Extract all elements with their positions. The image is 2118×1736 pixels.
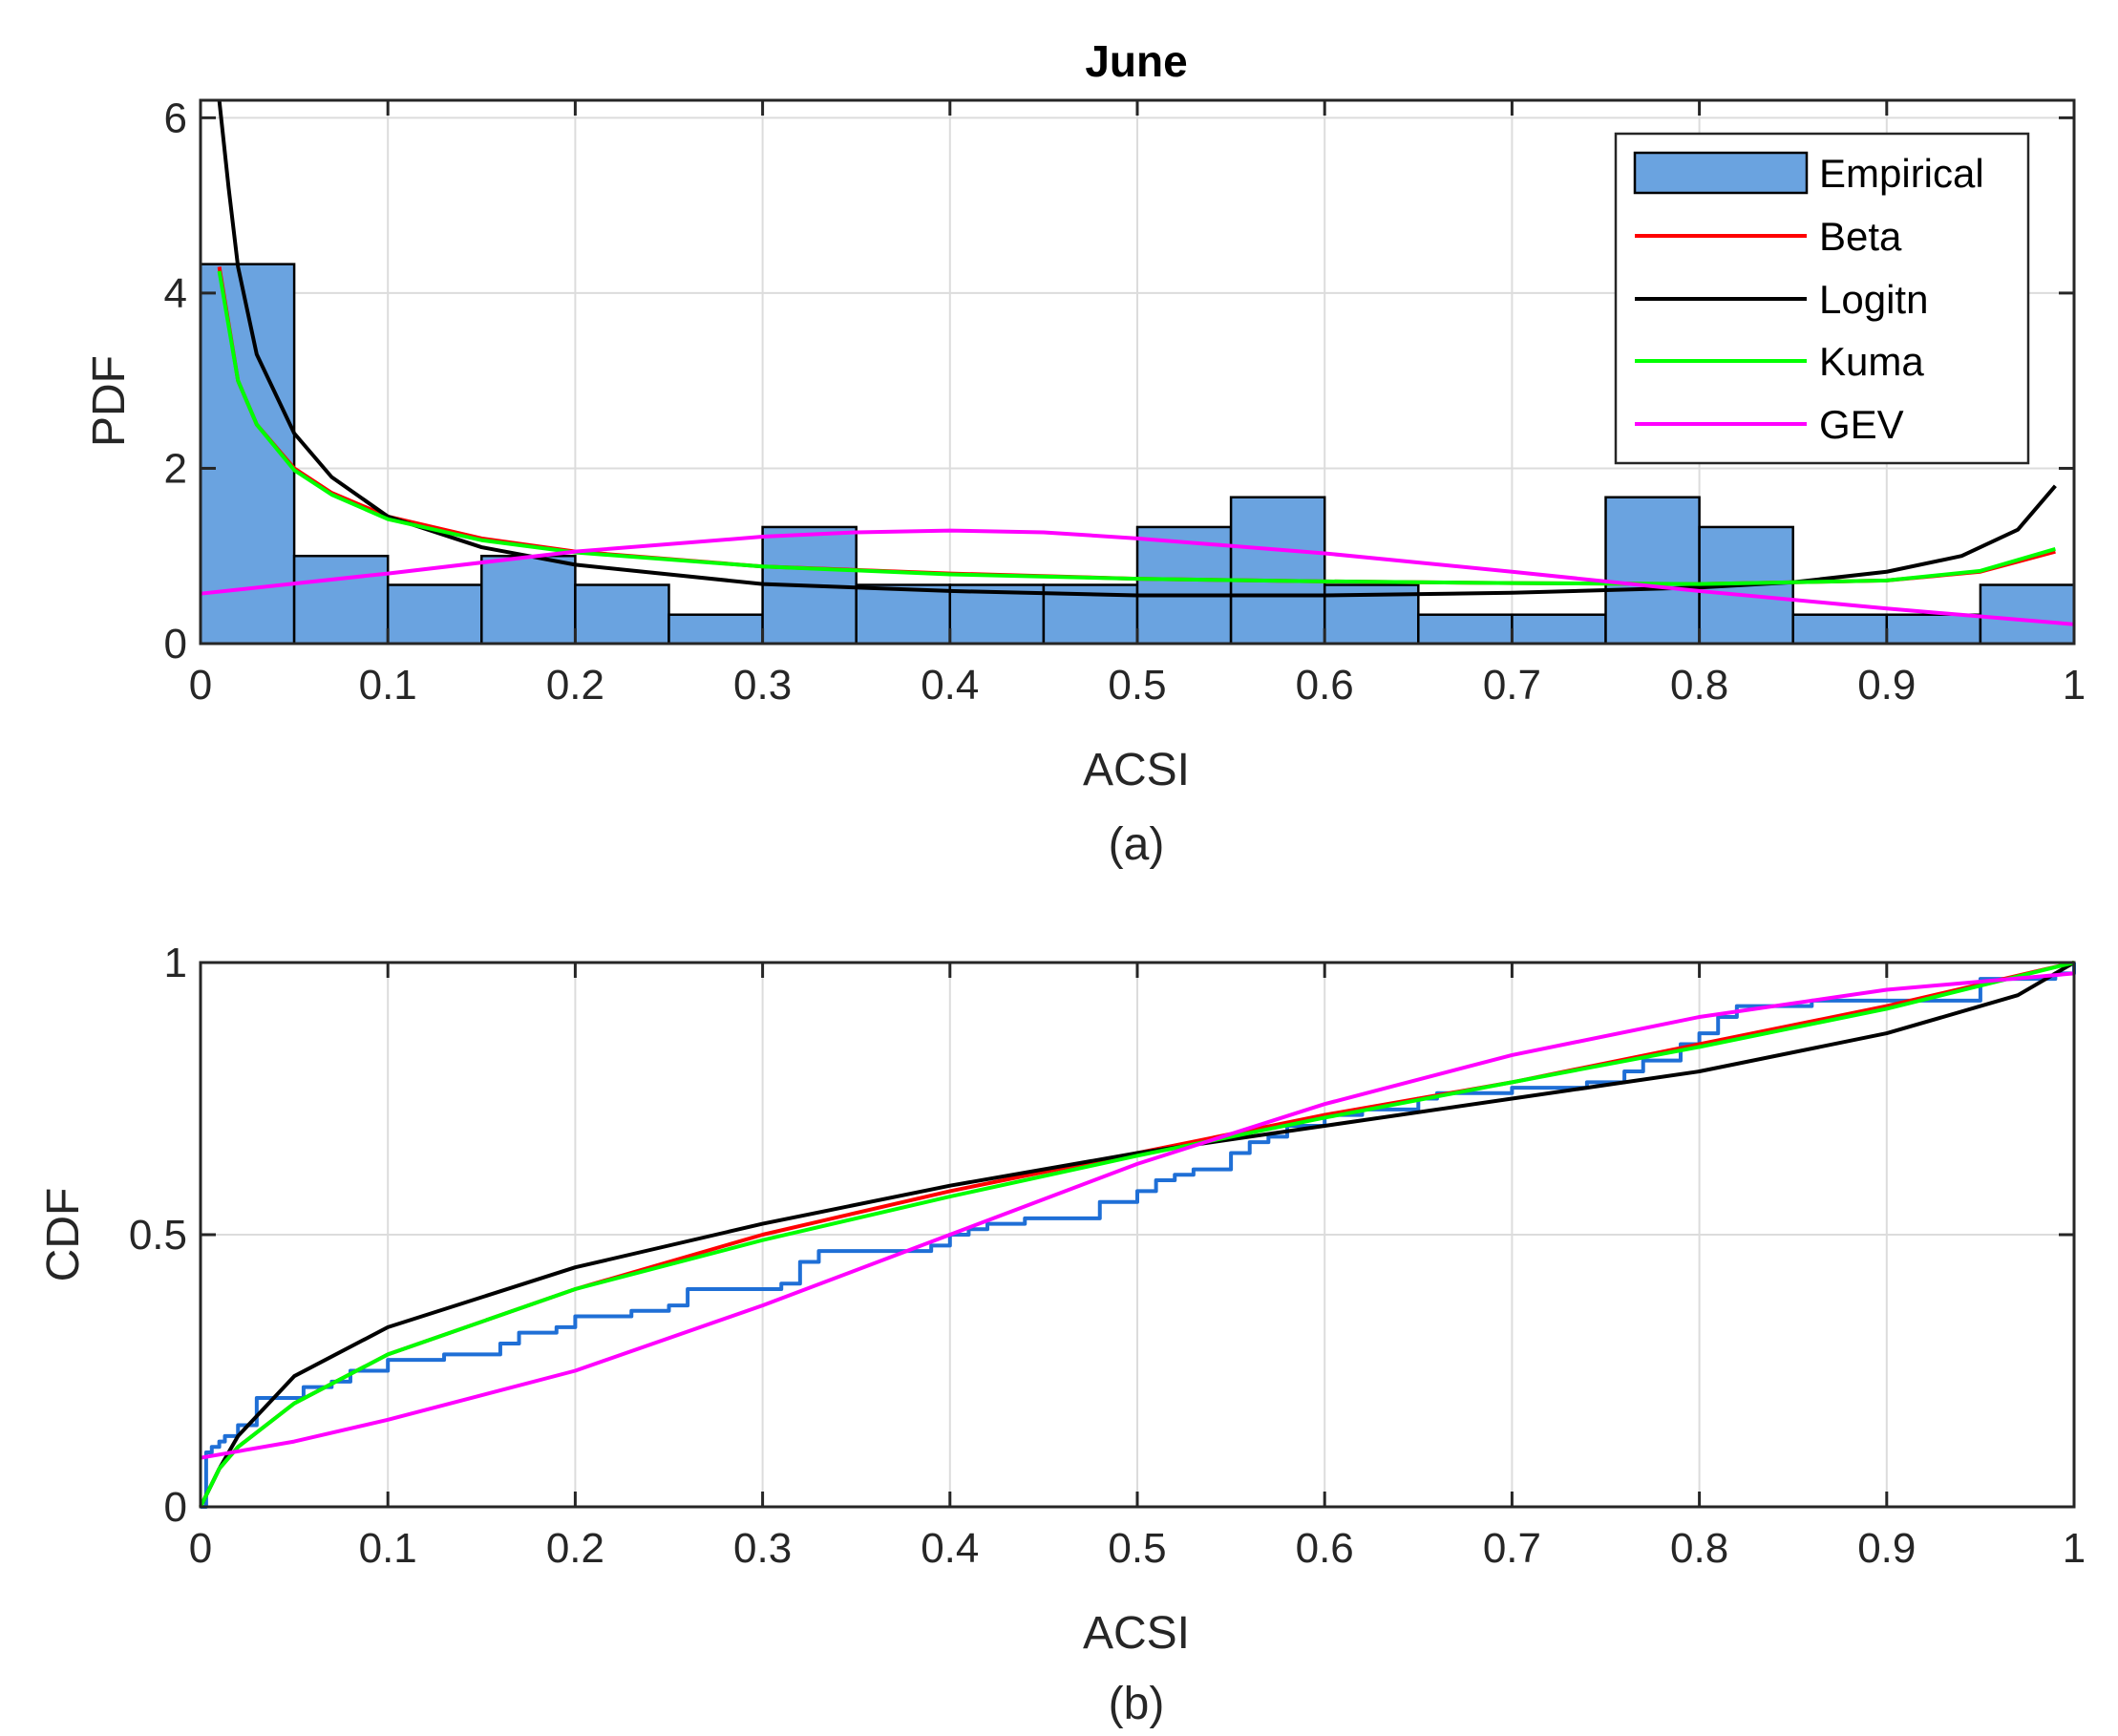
y-tick-label: 2 bbox=[164, 445, 187, 492]
y-tick-label: 0 bbox=[164, 621, 187, 667]
histogram-bar bbox=[386, 583, 483, 646]
pdf-x-axis-label: ACSI bbox=[1083, 745, 1190, 795]
x-tick-label: 0.9 bbox=[1857, 1525, 1916, 1572]
cdf-y-tick-labels: 00.51 bbox=[129, 940, 187, 1531]
x-tick-label: 0.1 bbox=[359, 1525, 417, 1572]
histogram-bar bbox=[855, 583, 952, 646]
x-tick-label: 0.4 bbox=[921, 662, 979, 709]
legend-label-logitn: Logitn bbox=[1819, 277, 1928, 322]
x-tick-label: 0.5 bbox=[1108, 662, 1166, 709]
x-tick-label: 0.1 bbox=[359, 662, 417, 709]
x-tick-label: 0.8 bbox=[1670, 1525, 1728, 1572]
x-tick-label: 0.2 bbox=[546, 662, 604, 709]
cdf-gridlines bbox=[200, 962, 2075, 1508]
histogram-bar bbox=[1604, 496, 1701, 646]
cdf-tick-marks bbox=[199, 961, 2076, 1509]
series-line-logitn bbox=[199, 961, 2076, 1508]
histogram-bar bbox=[667, 613, 764, 646]
pdf-tick-marks bbox=[199, 100, 2076, 646]
x-tick-label: 0.4 bbox=[921, 1525, 979, 1572]
x-tick-label: 0.9 bbox=[1857, 662, 1916, 709]
x-tick-label: 0.3 bbox=[733, 662, 792, 709]
panel-label-a: (a) bbox=[1109, 819, 1165, 870]
x-tick-label: 0.6 bbox=[1296, 1525, 1354, 1572]
legend-swatch-empirical bbox=[1633, 151, 1809, 195]
histogram-bar bbox=[480, 554, 577, 646]
x-tick-label: 1 bbox=[2063, 662, 2086, 709]
pdf-y-axis-label: PDF bbox=[84, 355, 135, 447]
histogram-bar bbox=[574, 583, 670, 646]
x-tick-label: 0.7 bbox=[1483, 1525, 1541, 1572]
series-line-empirical bbox=[201, 963, 2076, 1509]
x-tick-label: 0.8 bbox=[1670, 662, 1728, 709]
series-line-logitn bbox=[217, 99, 2057, 598]
series-line-gev bbox=[200, 971, 2075, 1460]
x-tick-label: 0.2 bbox=[546, 1525, 604, 1572]
x-tick-label: 0 bbox=[189, 662, 212, 709]
cdf-y-axis-label: CDF bbox=[38, 1188, 89, 1282]
legend-label-empirical: Empirical bbox=[1819, 151, 1984, 196]
cdf-x-axis-label: ACSI bbox=[1083, 1608, 1190, 1659]
legend-label-gev: GEV bbox=[1819, 402, 1904, 447]
y-tick-label: 0.5 bbox=[129, 1212, 187, 1259]
x-tick-label: 0.6 bbox=[1296, 662, 1354, 709]
chart-title: June bbox=[1085, 36, 1187, 86]
y-tick-label: 4 bbox=[164, 270, 187, 317]
pdf-x-tick-labels: 0 0.1 0.2 0.3 0.4 0.5 0.6 0.7 0.8 0.9 1 bbox=[189, 662, 2086, 709]
legend-label-beta: Beta bbox=[1819, 214, 1902, 259]
series-line-kuma bbox=[217, 270, 2056, 586]
pdf-fitted-curves bbox=[200, 99, 2075, 626]
pdf-y-tick-labels: 0 2 4 6 bbox=[164, 95, 187, 667]
cdf-curves bbox=[199, 961, 2076, 1509]
x-tick-label: 1 bbox=[2063, 1525, 2086, 1572]
x-tick-label: 0 bbox=[189, 1525, 212, 1572]
legend: Empirical Beta Logitn Kuma GEV bbox=[1614, 132, 2030, 465]
legend-label-kuma: Kuma bbox=[1819, 339, 1924, 384]
histogram-bar bbox=[1511, 613, 1607, 646]
histogram-bar bbox=[1229, 496, 1326, 646]
histogram-bar bbox=[1417, 613, 1514, 646]
y-tick-label: 1 bbox=[164, 940, 187, 986]
x-tick-label: 0.7 bbox=[1483, 662, 1541, 709]
cdf-x-tick-labels: 0 0.1 0.2 0.3 0.4 0.5 0.6 0.7 0.8 0.9 1 bbox=[189, 1525, 2086, 1572]
x-tick-label: 0.3 bbox=[733, 1525, 792, 1572]
histogram-bar bbox=[1791, 613, 1889, 646]
y-tick-label: 0 bbox=[164, 1484, 187, 1531]
series-line-kuma bbox=[199, 961, 2075, 1508]
pdf-panel: June 0 0.1 0.2 0.3 0.4 0.5 0.6 0.7 0.8 0.9 1 0246 … bbox=[84, 36, 2086, 870]
x-tick-label: 0.5 bbox=[1108, 1525, 1166, 1572]
histogram-bar bbox=[1885, 613, 1982, 646]
histogram-bar bbox=[292, 554, 390, 646]
histogram-bar bbox=[1979, 583, 2076, 646]
panel-label-b: (b) bbox=[1109, 1679, 1165, 1729]
cdf-panel: 0 0.1 0.2 0.3 0.4 0.5 0.6 0.7 0.8 0.9 1 00.51 ACSI… bbox=[38, 940, 2086, 1729]
y-tick-label: 6 bbox=[164, 95, 187, 141]
series-line-gev bbox=[200, 528, 2075, 626]
